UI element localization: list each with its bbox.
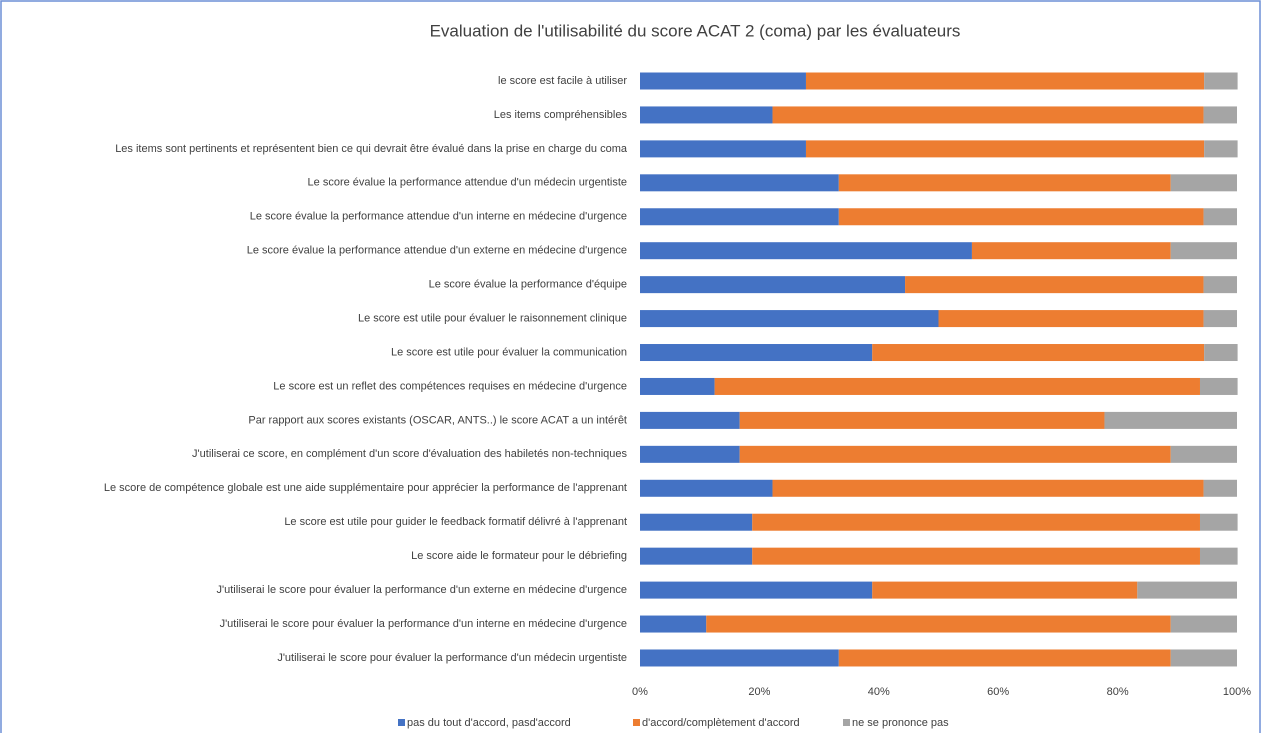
bar-segment xyxy=(640,411,740,429)
y-tick-label: Le score est utile pour évaluer le raiso… xyxy=(358,312,627,324)
bar-segment xyxy=(752,513,1200,531)
bar-segment xyxy=(838,174,1171,192)
bar-segment xyxy=(872,344,1205,362)
bar-segment xyxy=(1203,106,1237,124)
x-tick-label: 80% xyxy=(1107,686,1129,698)
legend-swatch xyxy=(843,719,850,726)
y-tick-label: Le score évalue la performance attendue … xyxy=(308,177,627,189)
chart-title: Evaluation de l'utilisabilité du score A… xyxy=(430,21,961,40)
bar-segment xyxy=(772,479,1204,497)
bar-segment xyxy=(640,344,873,362)
bar-segment xyxy=(640,445,740,463)
bar-segment xyxy=(1170,242,1237,260)
bar-segment xyxy=(1203,276,1237,294)
y-tick-label: Le score aide le formateur pour le débri… xyxy=(411,550,627,562)
y-tick-label: J'utiliserai le score pour évaluer la pe… xyxy=(217,584,627,596)
legend-label: d'accord/complètement d'accord xyxy=(642,717,800,729)
bar-segment xyxy=(752,547,1200,565)
y-tick-label: Le score évalue la performance d'équipe xyxy=(429,279,627,291)
y-tick-label: Par rapport aux scores existants (OSCAR,… xyxy=(248,414,627,426)
y-tick-label: Le score est utile pour évaluer la commu… xyxy=(391,346,627,358)
bar-segment xyxy=(872,581,1138,599)
y-tick-label: J'utiliserai le score pour évaluer la pe… xyxy=(277,652,627,664)
y-tick-label: J'utiliserai ce score, en complément d'u… xyxy=(192,448,627,460)
bar-segment xyxy=(640,208,839,226)
bar-segment xyxy=(805,140,1205,158)
bar-segment xyxy=(640,377,715,395)
y-tick-label: Le score est utile pour guider le feedba… xyxy=(284,516,627,528)
bar-segment xyxy=(640,310,939,328)
bar-segment xyxy=(1170,615,1237,633)
y-tick-label: Les items sont pertinents et représenten… xyxy=(115,143,628,155)
y-tick-label: le score est facile à utiliser xyxy=(498,75,627,87)
bar-segment xyxy=(1199,513,1238,531)
bar-segment xyxy=(1204,72,1238,90)
legend-swatch xyxy=(633,719,640,726)
bar-segment xyxy=(938,310,1204,328)
x-tick-label: 100% xyxy=(1223,686,1251,698)
y-tick-label: Les items compréhensibles xyxy=(494,109,628,121)
bar-segment xyxy=(1204,344,1238,362)
y-tick-label: Le score est un reflet des compétences r… xyxy=(273,380,627,392)
bar-segment xyxy=(640,276,906,294)
bar-segment xyxy=(640,547,753,565)
bar-segment xyxy=(640,174,839,192)
bar-segment xyxy=(805,72,1205,90)
bar-segment xyxy=(1203,479,1237,497)
bar-segment xyxy=(838,208,1204,226)
bar-segment xyxy=(640,72,806,90)
bar-segment xyxy=(640,615,707,633)
bar-segment xyxy=(772,106,1204,124)
y-tick-label: Le score de compétence globale est une a… xyxy=(104,482,627,494)
bar-segment xyxy=(1203,310,1237,328)
bar-segment xyxy=(1203,208,1237,226)
bar-segment xyxy=(1199,377,1238,395)
x-tick-label: 20% xyxy=(748,686,770,698)
bar-segment xyxy=(640,581,873,599)
bar-segment xyxy=(706,615,1171,633)
bar-segment xyxy=(1204,140,1238,158)
bar-segment xyxy=(640,106,773,124)
x-tick-label: 40% xyxy=(868,686,890,698)
bar-segment xyxy=(640,649,839,667)
bar-segment xyxy=(640,242,972,260)
y-tick-label: Le score évalue la performance attendue … xyxy=(250,211,627,223)
bar-segment xyxy=(1104,411,1237,429)
legend-label: ne se prononce pas xyxy=(852,717,949,729)
bar-segment xyxy=(640,513,753,531)
bar-segment xyxy=(1170,445,1237,463)
x-tick-label: 0% xyxy=(632,686,648,698)
bar-segment xyxy=(714,377,1200,395)
bar-segment xyxy=(905,276,1204,294)
x-tick-label: 60% xyxy=(987,686,1009,698)
y-tick-label: J'utiliserai le score pour évaluer la pe… xyxy=(220,618,627,630)
bar-segment xyxy=(1137,581,1237,599)
bar-segment xyxy=(640,140,806,158)
y-tick-label: Le score évalue la performance attendue … xyxy=(247,245,627,257)
bar-segment xyxy=(1199,547,1238,565)
bar-segment xyxy=(739,445,1171,463)
bar-segment xyxy=(640,479,773,497)
legend-swatch xyxy=(398,719,405,726)
bar-segment xyxy=(739,411,1105,429)
bar-segment xyxy=(971,242,1171,260)
legend-label: pas du tout d'accord, pasd'accord xyxy=(407,717,571,729)
bar-segment xyxy=(1170,649,1237,667)
bar-segment xyxy=(1170,174,1237,192)
bar-segment xyxy=(838,649,1171,667)
